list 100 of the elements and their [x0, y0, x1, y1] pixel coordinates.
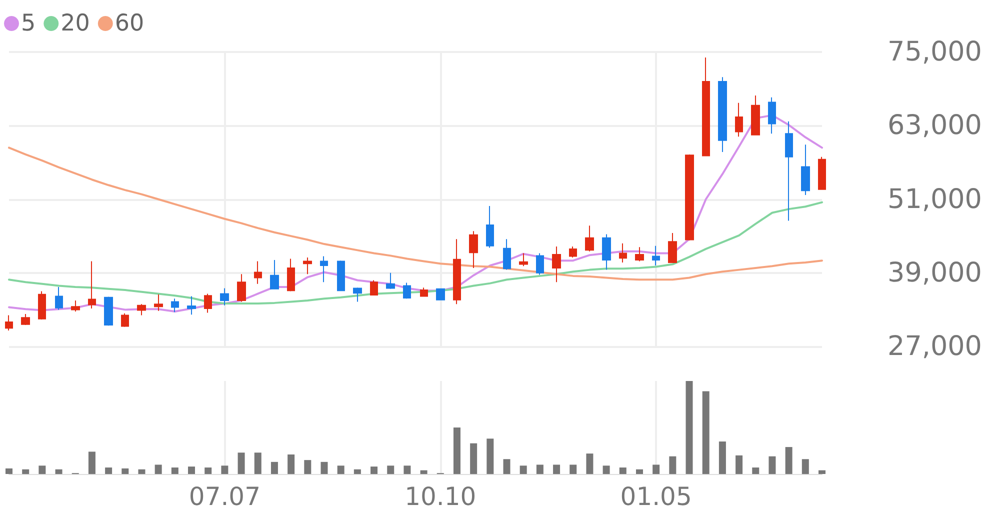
bar — [586, 454, 594, 474]
candlestick — [469, 230, 478, 268]
candlestick — [768, 96, 776, 134]
bar — [354, 469, 361, 474]
candlestick — [370, 280, 378, 296]
candlestick — [171, 298, 179, 313]
candlestick — [486, 206, 494, 248]
bar — [238, 452, 245, 474]
candlestick — [71, 300, 80, 312]
bar — [370, 466, 378, 474]
bar — [818, 470, 826, 474]
bar — [270, 462, 278, 474]
bar — [453, 428, 460, 474]
bar — [785, 447, 792, 474]
bar — [570, 464, 577, 474]
line-series — [8, 201, 823, 305]
bar — [204, 467, 212, 474]
candlestick — [503, 238, 511, 270]
bar — [171, 467, 178, 474]
candlestick — [320, 256, 328, 283]
bar — [553, 464, 560, 474]
bar — [320, 462, 328, 474]
candlestick — [154, 294, 163, 312]
bar — [686, 381, 693, 474]
candlestick — [38, 290, 46, 320]
candlestick — [735, 102, 743, 138]
candlestick — [801, 144, 810, 196]
candlestick — [386, 272, 395, 290]
bar — [669, 456, 676, 474]
candlestick — [569, 246, 577, 258]
bar — [22, 469, 30, 474]
bar — [652, 464, 660, 474]
y-tick-label: 51,000 — [888, 184, 982, 215]
candlestick — [785, 120, 793, 222]
bar — [503, 459, 510, 474]
candlestick — [685, 154, 694, 241]
bar — [387, 466, 394, 474]
bar — [736, 455, 743, 474]
candlestick — [718, 76, 727, 153]
candlestick — [652, 245, 660, 266]
bar — [38, 466, 46, 474]
candlestick — [519, 252, 528, 267]
candlestick — [668, 232, 677, 263]
candlestick — [303, 257, 312, 275]
bar — [768, 456, 776, 474]
candlestick — [220, 288, 229, 306]
bar — [602, 466, 610, 474]
candlestick — [121, 312, 129, 328]
candlestick — [237, 274, 246, 302]
candlestick — [21, 313, 30, 326]
bar — [718, 441, 726, 474]
bar — [702, 391, 710, 474]
bar — [337, 466, 344, 474]
bar — [288, 454, 295, 474]
bar — [470, 443, 478, 474]
legend-label: 60 — [114, 10, 144, 36]
y-tick-label: 39,000 — [888, 257, 982, 288]
candlestick — [536, 252, 544, 276]
bar — [88, 452, 96, 474]
candlestick — [5, 314, 13, 332]
bar — [6, 468, 12, 474]
candlestick — [204, 293, 212, 314]
candlestick — [702, 57, 710, 156]
candlestick — [403, 282, 411, 300]
candlestick — [55, 286, 63, 310]
candlestick — [254, 260, 262, 284]
bar — [138, 469, 146, 474]
candlestick — [751, 95, 760, 136]
candlestick — [88, 260, 96, 309]
bar — [254, 452, 262, 474]
bar — [619, 467, 626, 474]
bar — [404, 466, 411, 474]
candlestick — [635, 246, 644, 262]
candlestick — [137, 304, 146, 316]
candlestick — [552, 246, 561, 283]
bar — [752, 467, 760, 474]
bar — [520, 466, 527, 474]
bar — [536, 464, 544, 474]
candlestick — [585, 225, 594, 252]
candlestick — [619, 242, 627, 263]
bar — [636, 469, 643, 474]
bar — [105, 467, 112, 474]
x-tick-label: 07.07 — [188, 482, 260, 511]
line-series — [8, 146, 823, 281]
x-tick-label: 10.10 — [404, 482, 476, 511]
bar — [188, 466, 196, 474]
candlestick — [337, 260, 345, 292]
bar — [486, 438, 494, 474]
legend-label: 5 — [21, 10, 36, 36]
candlestick — [353, 287, 362, 302]
candlestick — [420, 287, 428, 298]
candlestick — [270, 259, 279, 290]
bar — [122, 468, 129, 474]
line-series — [8, 114, 823, 313]
bar — [154, 464, 162, 474]
bar — [420, 470, 428, 474]
y-tick-label: 63,000 — [888, 110, 982, 142]
x-tick-label: 01.05 — [620, 482, 692, 511]
bar — [304, 460, 312, 474]
candlestick — [453, 238, 461, 305]
